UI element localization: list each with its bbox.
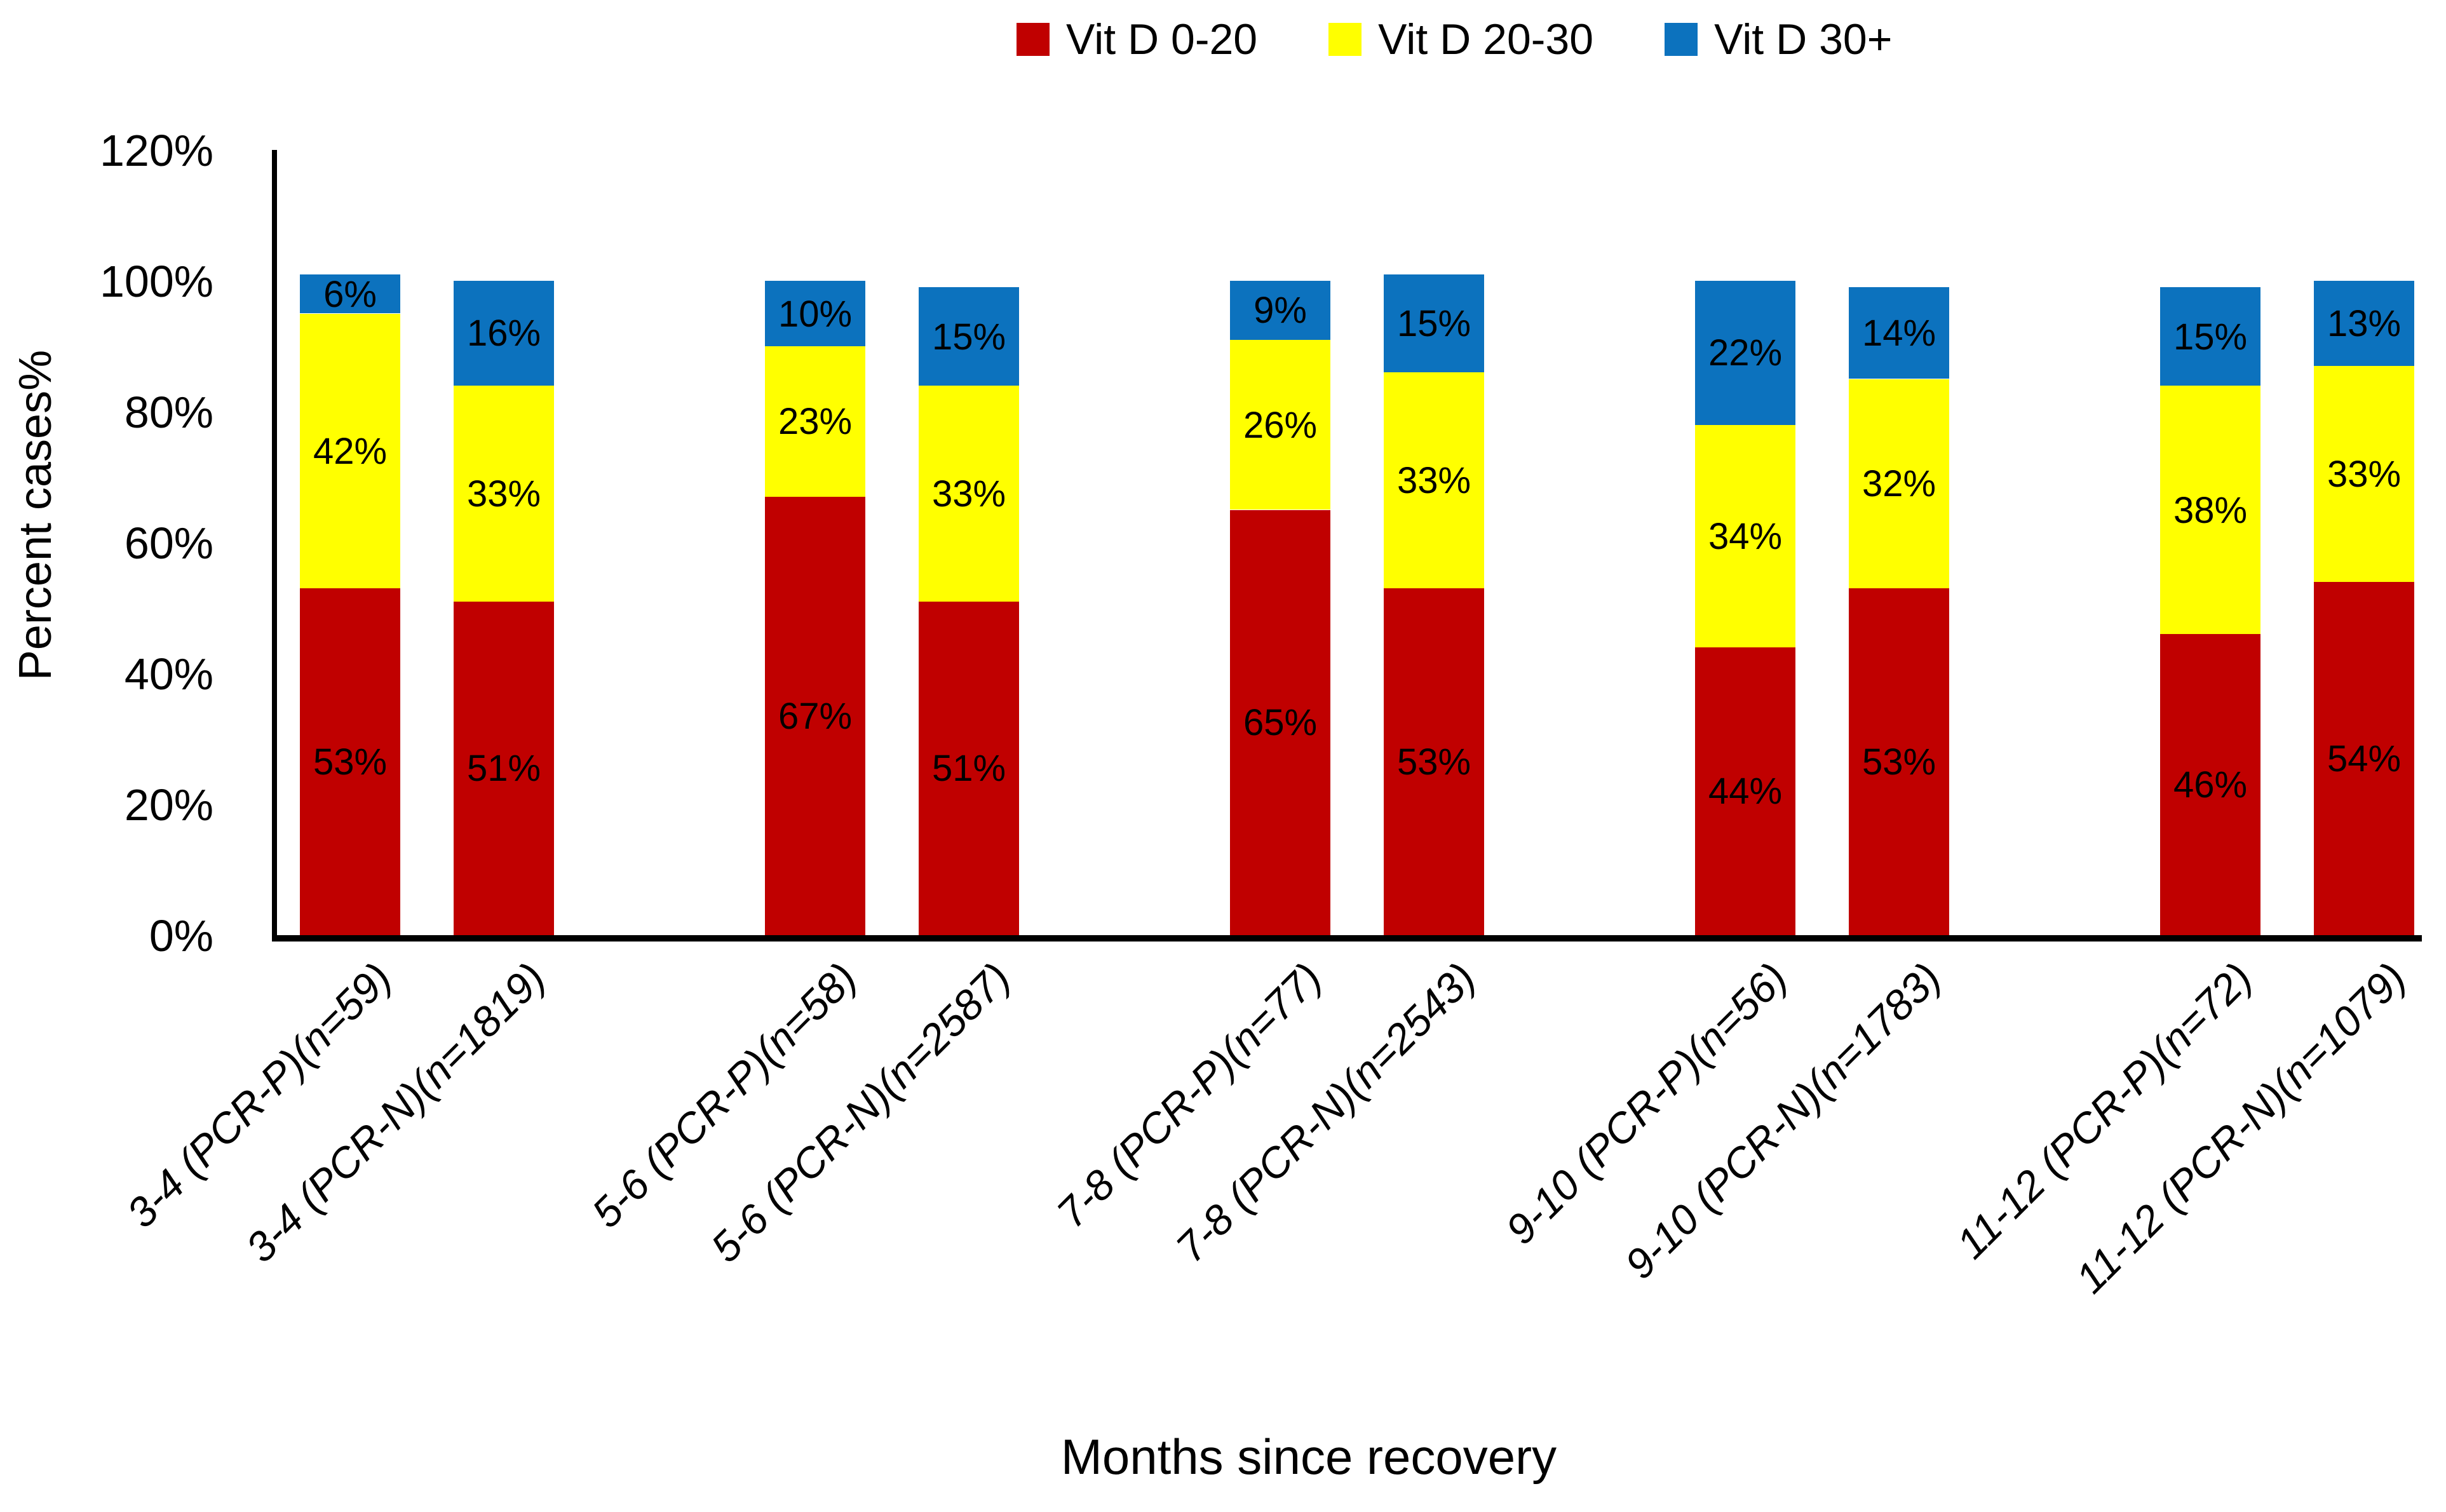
bar-segment-label: 65% bbox=[1243, 702, 1318, 744]
bar-segment-vit-d-20-30 bbox=[300, 313, 400, 589]
bar-segment-vit-d-30- bbox=[2314, 281, 2414, 366]
bar-segment-label: 16% bbox=[466, 313, 541, 354]
bar-segment-label: 6% bbox=[323, 273, 377, 315]
x-tick-label: 5-6 (PCR-N)(n=2587) bbox=[701, 954, 1020, 1271]
bar-segment-label: 38% bbox=[2173, 489, 2248, 531]
bar-segment-vit-d-20-30 bbox=[1384, 372, 1484, 589]
bar-segment-vit-d-30- bbox=[2160, 287, 2260, 386]
x-tick-label: 5-6 (PCR-P)(n=58) bbox=[583, 954, 866, 1237]
bar-segment-vit-d-0-20 bbox=[454, 601, 554, 935]
y-tick-label: 80% bbox=[124, 388, 213, 437]
bar-segment-label: 33% bbox=[931, 473, 1006, 515]
bar-segment-vit-d-20-30 bbox=[1230, 339, 1330, 510]
bar-segment-vit-d-0-20 bbox=[765, 496, 865, 935]
bar-segment-vit-d-20-30 bbox=[2314, 365, 2414, 582]
bar-segment-vit-d-30- bbox=[454, 281, 554, 386]
bar-segment-vit-d-0-20 bbox=[1695, 647, 1795, 935]
bar-segment-vit-d-0-20 bbox=[1384, 588, 1484, 935]
bar-segment-label: 53% bbox=[313, 741, 388, 783]
y-tick-label: 100% bbox=[99, 257, 213, 306]
x-tick-label: 9-10 (PCR-N)(n=1783) bbox=[1615, 954, 1950, 1288]
bar-segment-label: 51% bbox=[931, 748, 1006, 790]
bar-segment-label: 15% bbox=[931, 316, 1006, 358]
x-tick-label: 11-12 (PCR-P)(n=72) bbox=[1947, 954, 2261, 1267]
x-tick-label: 9-10 (PCR-P)(n=56) bbox=[1496, 954, 1796, 1253]
bar-segment-label: 67% bbox=[778, 695, 853, 737]
bar-segment-vit-d-30- bbox=[1695, 281, 1795, 425]
bar-segment-vit-d-30- bbox=[1230, 281, 1330, 340]
bar-segment-vit-d-30- bbox=[765, 281, 865, 346]
legend-item: Vit D 20-30 bbox=[1328, 18, 1593, 61]
bar-segment-vit-d-0-20 bbox=[919, 601, 1019, 935]
bar-segment-label: 32% bbox=[1862, 463, 1936, 505]
legend-swatch-vit-d-20-30 bbox=[1328, 23, 1362, 56]
bar-segment-label: 51% bbox=[466, 748, 541, 790]
x-axis-title: Months since recovery bbox=[1060, 1429, 1557, 1485]
bar-segment-label: 26% bbox=[1243, 404, 1318, 446]
legend-label: Vit D 20-30 bbox=[1378, 15, 1594, 64]
legend-swatch-vit-d-30- bbox=[1665, 23, 1698, 56]
bar-segment-label: 46% bbox=[2173, 764, 2248, 806]
x-tick-label: 3-4 (PCR-P)(n=59) bbox=[118, 954, 401, 1237]
bar-segment-label: 15% bbox=[2173, 316, 2248, 358]
bar-segment-vit-d-0-20 bbox=[300, 588, 400, 935]
bar-segment-label: 10% bbox=[778, 293, 853, 335]
bar-segment-vit-d-0-20 bbox=[1849, 588, 1949, 935]
bar-segment-label: 13% bbox=[2327, 302, 2402, 344]
bar-segment-label: 53% bbox=[1396, 741, 1471, 783]
x-tick-label: 3-4 (PCR-N)(n=1819) bbox=[236, 954, 555, 1271]
legend-label: Vit D 0-20 bbox=[1066, 15, 1258, 64]
legend-item: Vit D 30+ bbox=[1665, 18, 1892, 61]
bar-segment-label: 22% bbox=[1708, 332, 1783, 374]
legend-label: Vit D 30+ bbox=[1714, 15, 1893, 64]
x-tick-label: 7-8 (PCR-N)(n=2543) bbox=[1166, 954, 1485, 1271]
bar-segment-vit-d-20-30 bbox=[1695, 424, 1795, 647]
bar-segment-label: 34% bbox=[1708, 515, 1783, 557]
bar-segment-vit-d-20-30 bbox=[454, 385, 554, 602]
bar-segment-vit-d-0-20 bbox=[2314, 581, 2414, 935]
y-tick-label: 20% bbox=[124, 780, 213, 830]
bar-segment-label: 42% bbox=[313, 430, 388, 472]
bar-segment-vit-d-20-30 bbox=[765, 346, 865, 497]
bar-segment-vit-d-0-20 bbox=[2160, 634, 2260, 935]
legend: Vit D 0-20 Vit D 20-30 Vit D 30+ bbox=[1017, 18, 1892, 61]
bar-segment-label: 54% bbox=[2327, 738, 2402, 780]
x-axis-line bbox=[272, 935, 2422, 942]
bar-segment-label: 53% bbox=[1862, 741, 1936, 783]
bar-segment-label: 9% bbox=[1253, 290, 1307, 332]
legend-item: Vit D 0-20 bbox=[1017, 18, 1257, 61]
bar-segment-vit-d-0-20 bbox=[1230, 510, 1330, 935]
bar-segment-vit-d-20-30 bbox=[919, 385, 1019, 602]
x-tick-label: 7-8 (PCR-P)(n=77) bbox=[1048, 954, 1331, 1237]
bar-segment-vit-d-20-30 bbox=[2160, 385, 2260, 635]
bar-segment-label: 23% bbox=[778, 401, 853, 443]
bar-segment-label: 44% bbox=[1708, 771, 1783, 813]
y-tick-label: 40% bbox=[124, 649, 213, 699]
bar-segment-label: 33% bbox=[1396, 460, 1471, 502]
bar-segment-label: 15% bbox=[1396, 302, 1471, 344]
bar-segment-vit-d-30- bbox=[1384, 274, 1484, 373]
bar-segment-label: 33% bbox=[2327, 453, 2402, 495]
bar-segment-label: 33% bbox=[466, 473, 541, 515]
bar-segment-vit-d-30- bbox=[300, 274, 400, 314]
bar-segment-vit-d-30- bbox=[919, 287, 1019, 386]
y-axis-line bbox=[272, 150, 277, 942]
legend-swatch-vit-d-0-20 bbox=[1017, 23, 1050, 56]
bar-segment-vit-d-30- bbox=[1849, 287, 1949, 379]
bar-segment-label: 14% bbox=[1862, 313, 1936, 354]
y-tick-label: 60% bbox=[124, 518, 213, 568]
y-tick-label: 0% bbox=[149, 911, 213, 961]
bar-segment-vit-d-20-30 bbox=[1849, 379, 1949, 589]
y-tick-label: 120% bbox=[99, 126, 213, 175]
